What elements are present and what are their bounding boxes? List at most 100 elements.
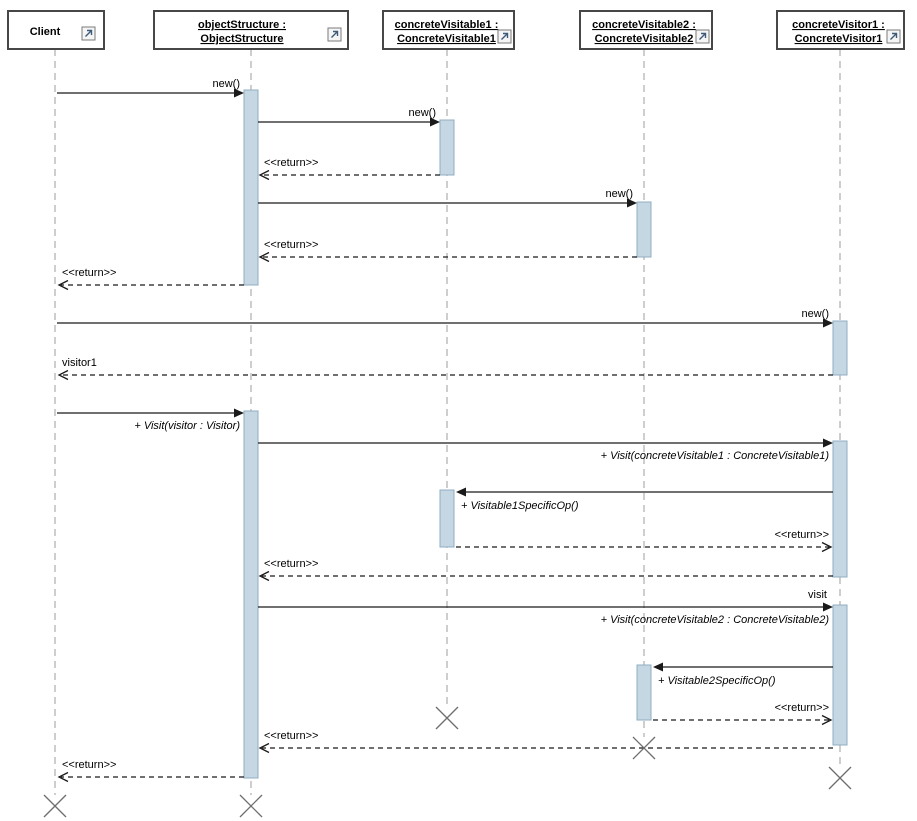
actor-label-client: Client [30, 26, 61, 38]
message-call-14: + Visitable2SpecificOp() [653, 662, 833, 687]
message-label-2-0: <<return>> [264, 157, 318, 169]
message-label-12-0: <<return>> [264, 558, 318, 570]
open-arrowhead-icon [57, 279, 69, 291]
message-label-9-0: + Visit(concreteVisitable1 : ConcreteVis… [601, 450, 830, 462]
message-label-5-0: <<return>> [62, 267, 116, 279]
open-link-icon[interactable] [497, 29, 512, 44]
message-label-10-0: + Visitable1SpecificOp() [461, 500, 579, 512]
message-return-17: <<return>> [57, 759, 244, 783]
actor-box-frame [382, 10, 515, 50]
actor-box-concreteVisitable2[interactable]: concreteVisitable2 : ConcreteVisitable2 [579, 10, 713, 50]
message-label-13-1: + Visit(concreteVisitable2 : ConcreteVis… [601, 614, 830, 626]
filled-arrowhead-icon [823, 438, 833, 448]
actor-box-frame [776, 10, 905, 50]
message-label-15-0: <<return>> [775, 702, 829, 714]
message-return-2: <<return>> [258, 157, 440, 181]
x-stroke [239, 794, 263, 818]
actor-box-client[interactable]: Client [7, 10, 105, 50]
open-link-icon-arrow [331, 30, 339, 38]
destruction-x-icon-concreteVisitor1 [828, 766, 852, 790]
message-label-4-0: <<return>> [264, 239, 318, 251]
message-label-14-0: + Visitable2SpecificOp() [658, 675, 776, 687]
destruction-x-icon-concreteVisitable1 [435, 706, 459, 730]
filled-arrowhead-icon [234, 408, 244, 418]
filled-arrowhead-icon [653, 662, 663, 672]
open-arrowhead-icon [258, 742, 270, 754]
message-call-0: new() [57, 78, 244, 98]
message-label-3-0: new() [605, 188, 633, 200]
message-label-11-0: <<return>> [775, 529, 829, 541]
message-label-13-0: visit [808, 589, 827, 601]
message-return-7: visitor1 [57, 357, 833, 381]
open-link-icon[interactable] [81, 26, 96, 41]
destruction-x-icon-concreteVisitable2 [632, 736, 656, 760]
message-call-9: + Visit(concreteVisitable1 : ConcreteVis… [258, 438, 833, 462]
open-link-icon-arrow [85, 29, 93, 37]
message-return-5: <<return>> [57, 267, 244, 291]
message-label-17-0: <<return>> [62, 759, 116, 771]
destruction-x-icon-objectStructure [239, 794, 263, 818]
activation-objectStructure-4 [243, 410, 259, 779]
open-link-icon[interactable] [695, 29, 710, 44]
message-call-1: new() [258, 107, 440, 127]
x-stroke [632, 736, 656, 760]
open-link-icon[interactable] [886, 29, 901, 44]
open-arrowhead-icon [821, 541, 833, 553]
filled-arrowhead-icon [627, 198, 637, 208]
message-label-0-0: new() [212, 78, 240, 90]
actor-box-concreteVisitor1[interactable]: concreteVisitor1 : ConcreteVisitor1 [776, 10, 905, 50]
actor-label-concreteVisitable1: concreteVisitable1 : ConcreteVisitable1 [395, 19, 499, 45]
destruction-x-icon-client [43, 794, 67, 818]
x-stroke [828, 766, 852, 790]
message-return-12: <<return>> [258, 558, 833, 582]
actor-box-frame [153, 10, 349, 50]
actor-box-frame [579, 10, 713, 50]
message-call-6: new() [57, 308, 833, 328]
message-label-6-0: new() [801, 308, 829, 320]
open-arrowhead-icon [57, 369, 69, 381]
open-link-icon[interactable] [327, 27, 342, 42]
filled-arrowhead-icon [456, 487, 466, 497]
activation-concreteVisitable1-6 [439, 489, 455, 548]
message-return-16: <<return>> [258, 730, 833, 754]
message-call-10: + Visitable1SpecificOp() [456, 487, 833, 512]
actor-label-concreteVisitable2: concreteVisitable2 : ConcreteVisitable2 [592, 19, 696, 45]
message-call-3: new() [258, 188, 637, 208]
message-return-15: <<return>> [653, 702, 833, 726]
open-arrowhead-icon [258, 169, 270, 181]
message-label-7-0: visitor1 [62, 357, 97, 369]
message-label-8-0: + Visit(visitor : Visitor) [134, 420, 240, 432]
message-call-13: visit + Visit(concreteVisitable2 : Concre… [258, 589, 833, 626]
actor-label-objectStructure: objectStructure : ObjectStructure [198, 19, 286, 45]
message-label-16-0: <<return>> [264, 730, 318, 742]
activation-concreteVisitor1-5 [832, 440, 848, 578]
message-return-4: <<return>> [258, 239, 637, 263]
open-arrowhead-icon [258, 251, 270, 263]
x-stroke [43, 794, 67, 818]
open-link-icon-arrow [501, 32, 509, 40]
open-arrowhead-icon [258, 570, 270, 582]
message-call-8: + Visit(visitor : Visitor) [57, 408, 244, 432]
open-arrowhead-icon [821, 714, 833, 726]
activation-concreteVisitor1-3 [832, 320, 848, 376]
actor-box-objectStructure[interactable]: objectStructure : ObjectStructure [153, 10, 349, 50]
actor-box-concreteVisitable1[interactable]: concreteVisitable1 : ConcreteVisitable1 [382, 10, 515, 50]
activation-concreteVisitable2-8 [636, 664, 652, 721]
message-label-1-0: new() [408, 107, 436, 119]
open-link-icon-arrow [890, 32, 898, 40]
activation-objectStructure-0 [243, 89, 259, 286]
open-link-icon-arrow [699, 32, 707, 40]
open-arrowhead-icon [57, 771, 69, 783]
activation-concreteVisitor1-7 [832, 604, 848, 746]
activation-concreteVisitable1-1 [439, 119, 455, 176]
x-stroke [435, 706, 459, 730]
filled-arrowhead-icon [823, 602, 833, 612]
filled-arrowhead-icon [823, 318, 833, 328]
message-return-11: <<return>> [456, 529, 833, 553]
actor-label-concreteVisitor1: concreteVisitor1 : ConcreteVisitor1 [792, 19, 885, 45]
filled-arrowhead-icon [234, 88, 244, 98]
filled-arrowhead-icon [430, 117, 440, 127]
activation-concreteVisitable2-2 [636, 201, 652, 258]
